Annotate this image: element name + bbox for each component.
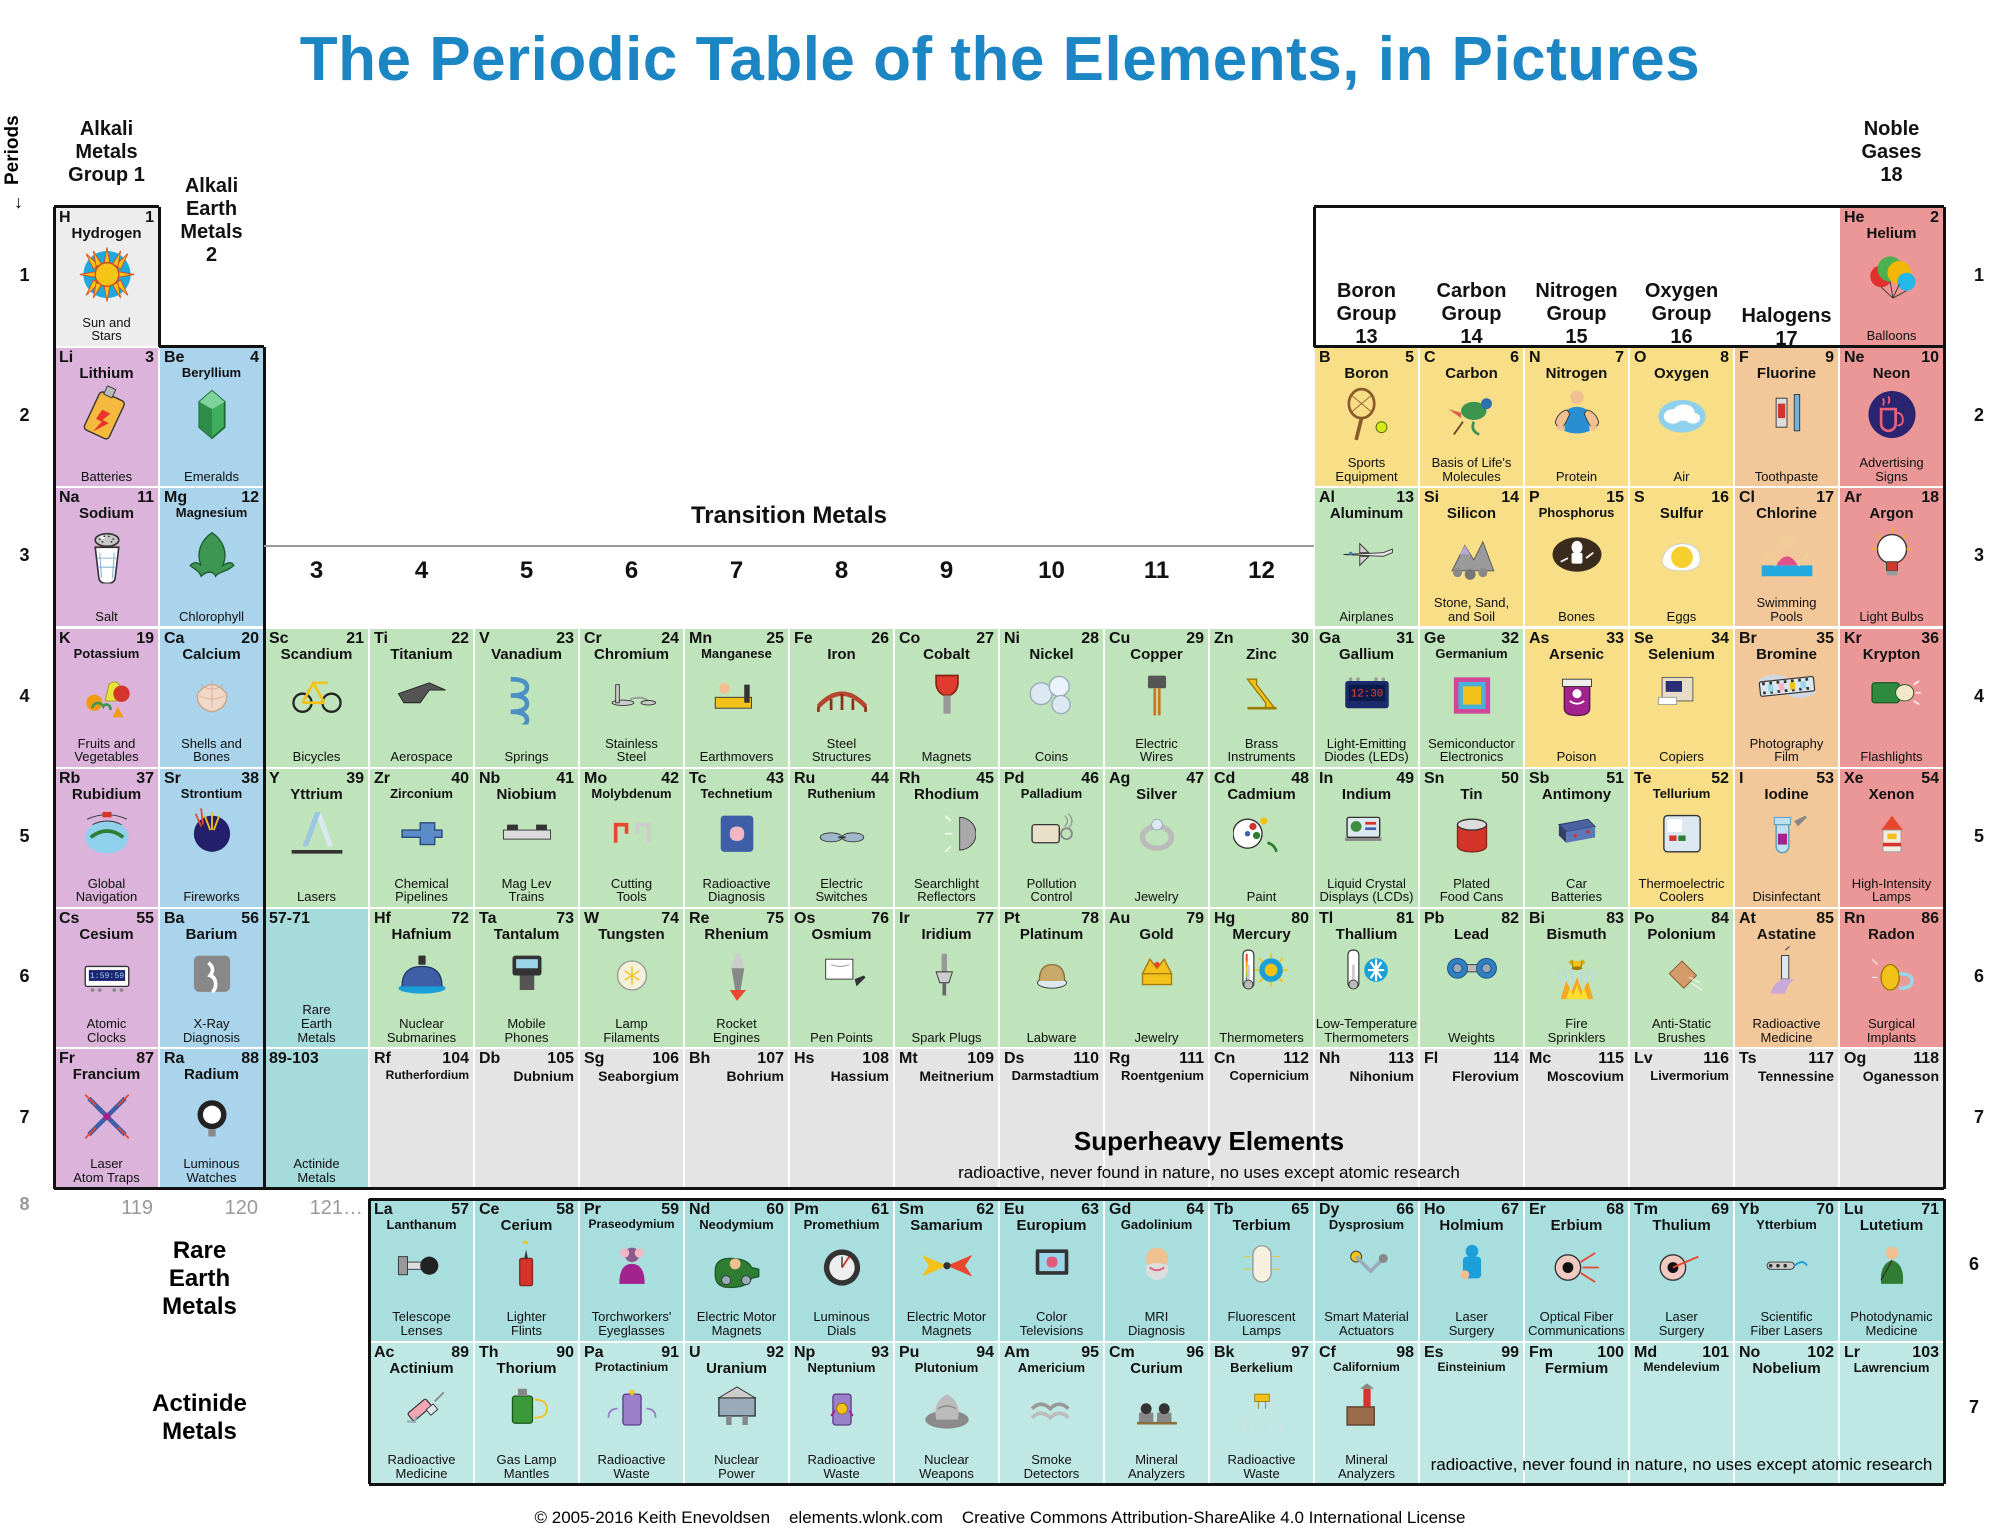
svg-text:1:59:59: 1:59:59 [89, 972, 123, 981]
svg-text:12:30: 12:30 [1350, 688, 1383, 700]
